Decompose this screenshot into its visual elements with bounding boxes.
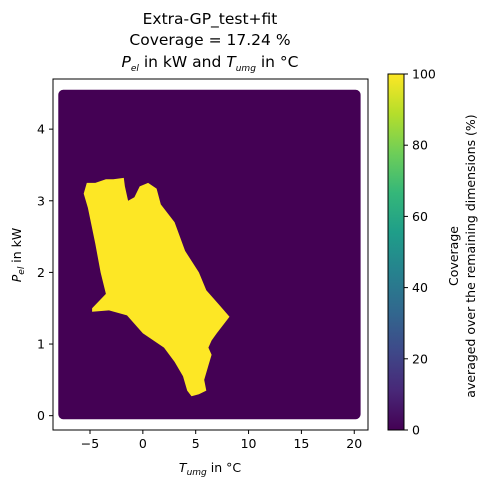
x-axis-label: Tumg in °C [179,460,241,478]
x-axis-ticks: −5 0 5 10 15 20 [81,430,362,451]
y-axis-label: Pel in kW [9,228,27,283]
colorbar-gradient [387,73,405,431]
colorbar-ticks: 0 20 40 60 80 100 [404,67,436,438]
title-pel-symbol: P [122,53,132,71]
x-tick-label: 5 [192,436,200,451]
colorbar-tick-label: 100 [412,67,436,82]
ylabel-symbol: P [9,274,24,282]
colorbar-tick-label: 60 [412,209,428,224]
xlabel-rest: in °C [207,460,242,475]
colorbar-label-line1: Coverage [446,226,461,286]
chart-title-line1: Extra-GP_test+fit [143,10,278,29]
title-tumg-subscript: umg [236,64,256,74]
title-mid-text: in kW and [139,53,226,71]
title-tumg-symbol: T [226,53,237,71]
uncovered-region [58,89,361,420]
y-tick-label: 0 [37,408,45,423]
y-axis-ticks: 0 1 2 3 4 [37,122,53,423]
ylabel-rest: in kW [9,228,24,267]
axes-frame [52,78,369,431]
y-tick-label: 4 [37,122,45,137]
plot-area: −5 0 5 10 15 20 0 1 2 3 4 [37,78,369,451]
chart-title-line3: Pel in kW and Tumg in °C [122,53,299,74]
title-pel-subscript: el [131,64,140,74]
ylabel-subscript: el [17,266,27,275]
y-tick-label: 2 [37,265,45,280]
colorbar-tick-label: 20 [412,351,428,366]
title-end-text: in °C [256,53,299,71]
x-tick-label: −5 [81,436,99,451]
chart-title-line2: Coverage = 17.24 % [129,31,290,49]
colorbar-tick-label: 40 [412,280,428,295]
x-tick-label: 10 [241,436,257,451]
colorbar-tick-label: 80 [412,138,428,153]
x-tick-label: 20 [346,436,362,451]
colorbar: 0 20 40 60 80 100 [387,67,436,438]
y-tick-label: 3 [37,193,45,208]
x-tick-label: 0 [139,436,147,451]
covered-region [83,177,230,397]
x-tick-label: 15 [293,436,309,451]
colorbar-tick-label: 0 [412,423,420,438]
xlabel-symbol: T [179,460,188,475]
y-tick-label: 1 [37,337,45,352]
colorbar-label-line2: averaged over the remaining dimensions (… [463,114,478,397]
xlabel-subscript: umg [187,468,207,478]
